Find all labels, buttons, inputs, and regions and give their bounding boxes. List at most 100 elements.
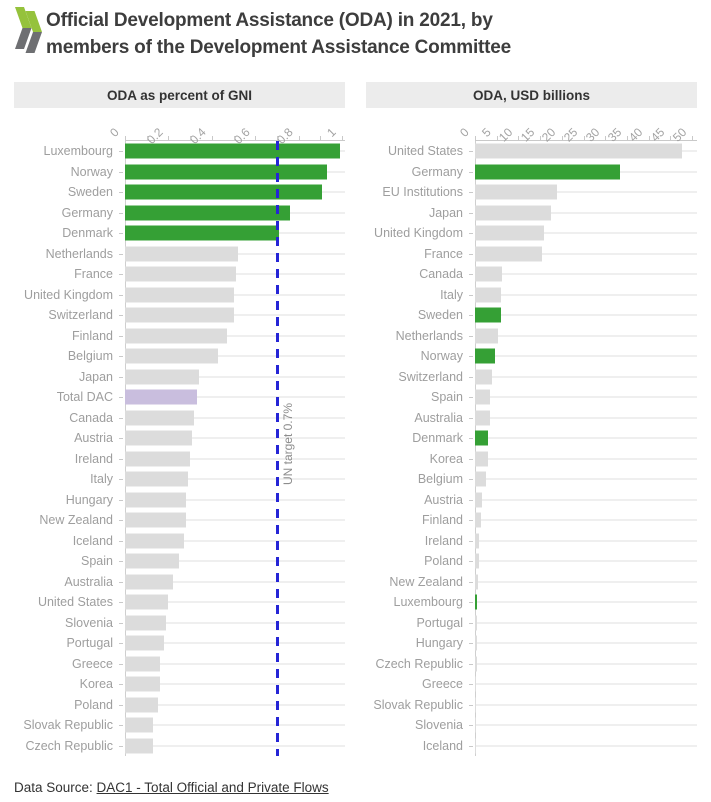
category-label: United States — [387, 144, 463, 159]
category-tick — [119, 376, 123, 378]
bar-row: France — [366, 244, 697, 265]
panel-title-usd: ODA, USD billions — [472, 87, 590, 103]
bar — [125, 697, 158, 713]
bar-row: Portugal — [366, 613, 697, 634]
row-gridline — [125, 519, 345, 522]
bar-row: Iceland — [366, 736, 697, 757]
bar-row: Greece — [14, 654, 345, 675]
bar-row: Finland — [14, 326, 345, 347]
row-gridline — [475, 724, 697, 727]
bar-row: Ireland — [14, 449, 345, 470]
category-label: Ireland — [424, 533, 463, 548]
category-tick — [469, 397, 473, 399]
bar — [125, 717, 154, 733]
chart-plot-gni: Luxembourg Norway Sweden Germany Denmark Neth… — [14, 141, 345, 756]
bar — [475, 389, 491, 405]
bar — [125, 307, 234, 323]
row-gridline — [475, 252, 697, 255]
row-gridline — [475, 744, 697, 747]
bar — [475, 553, 480, 569]
bar-track — [469, 449, 697, 470]
row-gridline — [475, 211, 697, 214]
bar-row: Hungary — [14, 490, 345, 511]
row-gridline — [125, 396, 345, 399]
bar — [475, 512, 482, 528]
bar-row: Total DAC — [14, 387, 345, 408]
category-label: Sweden — [417, 308, 463, 323]
data-source-label: Data Source: — [14, 780, 97, 795]
category-label: Netherlands — [45, 246, 113, 261]
x-tick — [518, 136, 520, 141]
bar — [475, 164, 620, 180]
category-tick — [119, 253, 123, 255]
x-tick — [276, 136, 278, 141]
bar-track — [119, 203, 345, 224]
bar-track — [469, 633, 697, 654]
data-source-link[interactable]: DAC1 - Total Official and Private Flows — [96, 780, 329, 795]
category-label: Canada — [69, 410, 113, 425]
bar — [475, 471, 487, 487]
bar-row: Italy — [366, 285, 697, 306]
category-label: Korea — [429, 451, 463, 466]
bar-row: Czech Republic — [366, 654, 697, 675]
bar-row: Denmark — [366, 428, 697, 449]
row-gridline — [125, 437, 345, 440]
bar-track — [469, 592, 697, 613]
category-tick — [119, 417, 123, 419]
bar-row: Netherlands — [366, 326, 697, 347]
category-label: Japan — [78, 369, 113, 384]
y-axis-line — [125, 141, 126, 756]
category-label: Italy — [90, 472, 113, 487]
bar-track — [119, 162, 345, 183]
category-label: Greece — [422, 677, 463, 692]
category-label: Austria — [424, 492, 463, 507]
panel-header-gni: ODA as percent of GNI — [14, 82, 345, 108]
row-gridline — [475, 601, 697, 604]
bar-track — [469, 654, 697, 675]
x-tick — [190, 136, 192, 141]
x-tick — [626, 136, 628, 141]
category-label: Norway — [70, 164, 113, 179]
bar-track — [119, 633, 345, 654]
un-target-label: UN target 0.7% — [280, 403, 295, 486]
bar — [125, 738, 154, 754]
bar — [475, 492, 482, 508]
bar-track — [119, 592, 345, 613]
category-tick — [119, 602, 123, 604]
row-gridline — [125, 375, 345, 378]
row-gridline — [475, 703, 697, 706]
category-label: Luxembourg — [43, 144, 114, 159]
category-label: France — [424, 246, 463, 261]
bar — [475, 328, 498, 344]
bar-row: Austria — [14, 428, 345, 449]
bar — [475, 143, 683, 159]
page-title: Official Development Assistance (ODA) in… — [46, 7, 696, 61]
bar-track — [119, 141, 345, 162]
category-label: Slovak Republic — [373, 697, 463, 712]
category-label: Spain — [431, 390, 463, 405]
bar-track — [119, 428, 345, 449]
x-tick — [540, 136, 542, 141]
bar — [125, 287, 234, 303]
category-label: Belgium — [67, 349, 113, 364]
category-label: Iceland — [422, 738, 463, 753]
bar-track — [119, 715, 345, 736]
x-tick-label: 0 — [107, 125, 122, 140]
row-gridline — [125, 416, 345, 419]
bar-track — [119, 346, 345, 367]
bar — [475, 717, 476, 733]
category-label: Portugal — [416, 615, 463, 630]
oecd-chevrons-icon — [15, 7, 42, 53]
row-gridline — [125, 334, 345, 337]
bar-track — [119, 305, 345, 326]
bar-row: Slovenia — [366, 715, 697, 736]
bar — [125, 164, 327, 180]
category-tick — [119, 643, 123, 645]
category-tick — [119, 315, 123, 317]
bar — [125, 635, 165, 651]
bar-row: United Kingdom — [366, 223, 697, 244]
category-tick — [469, 499, 473, 501]
bar-track — [469, 367, 697, 388]
category-label: Greece — [72, 656, 113, 671]
x-tick — [298, 136, 300, 141]
